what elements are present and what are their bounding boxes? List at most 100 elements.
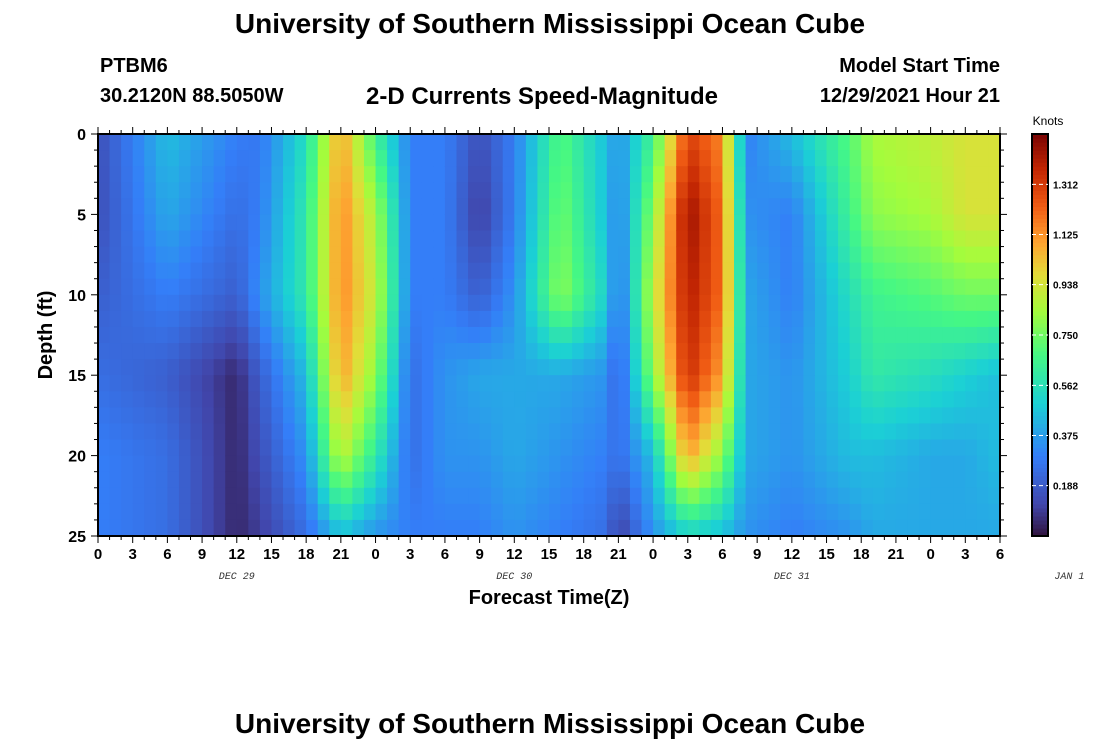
heatmap-cell — [155, 230, 168, 248]
heatmap-cell — [398, 262, 411, 280]
colorbar-swatch — [1032, 531, 1048, 537]
heatmap-cell — [560, 343, 573, 360]
heatmap-cell — [942, 471, 955, 489]
heatmap-cell — [306, 294, 319, 312]
heatmap-cell — [734, 375, 747, 392]
heatmap-cell — [271, 423, 284, 441]
heatmap-cell — [618, 214, 631, 232]
heatmap-cell — [618, 326, 631, 344]
heatmap-cell — [745, 423, 758, 441]
heatmap-cell — [965, 278, 978, 296]
heatmap-cell — [421, 343, 434, 360]
heatmap-cell — [780, 134, 793, 151]
heatmap-cell — [144, 166, 157, 183]
heatmap-cell — [294, 310, 307, 328]
heatmap-cell — [710, 262, 724, 280]
colorbar-swatch — [1032, 379, 1048, 384]
heatmap-cell — [352, 326, 365, 344]
heatmap-cell — [213, 519, 226, 536]
heatmap-cell — [444, 439, 458, 457]
heatmap-cell — [676, 503, 689, 521]
heatmap-cell — [560, 326, 573, 344]
heatmap-cell — [895, 134, 909, 151]
y-tick-label: 10 — [68, 288, 86, 305]
heatmap-cell — [734, 391, 747, 408]
heatmap-cell — [537, 310, 550, 328]
heatmap-cell — [653, 519, 666, 536]
heatmap-cell — [780, 503, 793, 521]
heatmap-cell — [502, 278, 515, 296]
heatmap-cell — [271, 391, 284, 408]
heatmap-cell — [791, 503, 805, 521]
heatmap-cell — [919, 423, 932, 441]
heatmap-cell — [340, 230, 354, 248]
station-id: PTBM6 — [100, 55, 168, 77]
heatmap-cell — [178, 214, 192, 232]
heatmap-cell — [930, 519, 943, 536]
heatmap-cell — [757, 198, 770, 215]
heatmap-cell — [687, 198, 700, 215]
heatmap-cell — [653, 503, 666, 521]
heatmap-cell — [132, 278, 145, 296]
colorbar-swatch — [1032, 435, 1048, 441]
heatmap-cell — [699, 134, 712, 151]
heatmap-cell — [734, 471, 747, 489]
heatmap-cell — [884, 310, 897, 328]
heatmap-cell — [363, 487, 377, 505]
x-tick-label: 3 — [129, 546, 137, 563]
heatmap-cell — [202, 310, 215, 328]
heatmap-cell — [629, 391, 643, 408]
heatmap-cell — [699, 326, 712, 344]
heatmap-cell — [653, 455, 666, 473]
heatmap-cell — [734, 455, 747, 473]
heatmap-cell — [167, 519, 180, 536]
heatmap-cell — [965, 423, 978, 441]
x-tick-label: 9 — [475, 546, 483, 563]
heatmap-cell — [479, 391, 492, 408]
x-axis: 0 3 6 9 12 15 18 21 0 3 6 9 12 15 18 21 0 3 6 9 12 15 18 21 0 3 6D… — [94, 127, 1084, 583]
heatmap-cell — [618, 230, 631, 248]
heatmap-cell — [572, 230, 585, 248]
heatmap-cell — [676, 198, 689, 215]
heatmap-cell — [525, 503, 539, 521]
heatmap-cell — [167, 375, 180, 392]
heatmap-cell — [121, 455, 134, 473]
heatmap-cell — [491, 230, 504, 248]
heatmap-cell — [306, 182, 319, 199]
heatmap-cell — [317, 439, 330, 457]
heatmap-cell — [317, 150, 330, 167]
heatmap-cell — [872, 166, 885, 183]
heatmap-cell — [121, 246, 134, 264]
heatmap-cell — [907, 391, 920, 408]
heatmap-cell — [942, 359, 955, 376]
heatmap-cell — [618, 166, 631, 183]
heatmap-cell — [583, 439, 596, 457]
heatmap-cell — [271, 278, 284, 296]
heatmap-cell — [988, 519, 1000, 536]
heatmap-cell — [849, 262, 862, 280]
heatmap-cell — [317, 503, 330, 521]
heatmap-cell — [687, 230, 700, 248]
heatmap-cell — [248, 407, 261, 425]
heatmap-cell — [872, 134, 885, 151]
colorbar-swatch — [1032, 270, 1048, 276]
heatmap-cell — [121, 230, 134, 248]
heatmap-cell — [537, 519, 550, 536]
heatmap-cell — [618, 375, 631, 392]
heatmap-cell — [167, 423, 180, 441]
heatmap-cell — [942, 262, 955, 280]
heatmap-cell — [653, 294, 666, 312]
colorbar-tick-label: 0.750 — [1053, 331, 1078, 342]
heatmap-cell — [317, 391, 330, 408]
heatmap-cell — [803, 423, 816, 441]
heatmap-cell — [525, 487, 539, 505]
heatmap-cell — [953, 359, 966, 376]
heatmap-cell — [780, 166, 793, 183]
heatmap-cell — [525, 455, 539, 473]
heatmap-cell — [734, 134, 747, 151]
heatmap-cell — [98, 471, 111, 489]
heatmap-cell — [745, 407, 758, 425]
heatmap-cell — [248, 262, 261, 280]
heatmap-cell — [595, 391, 608, 408]
heatmap-cell — [236, 439, 249, 457]
